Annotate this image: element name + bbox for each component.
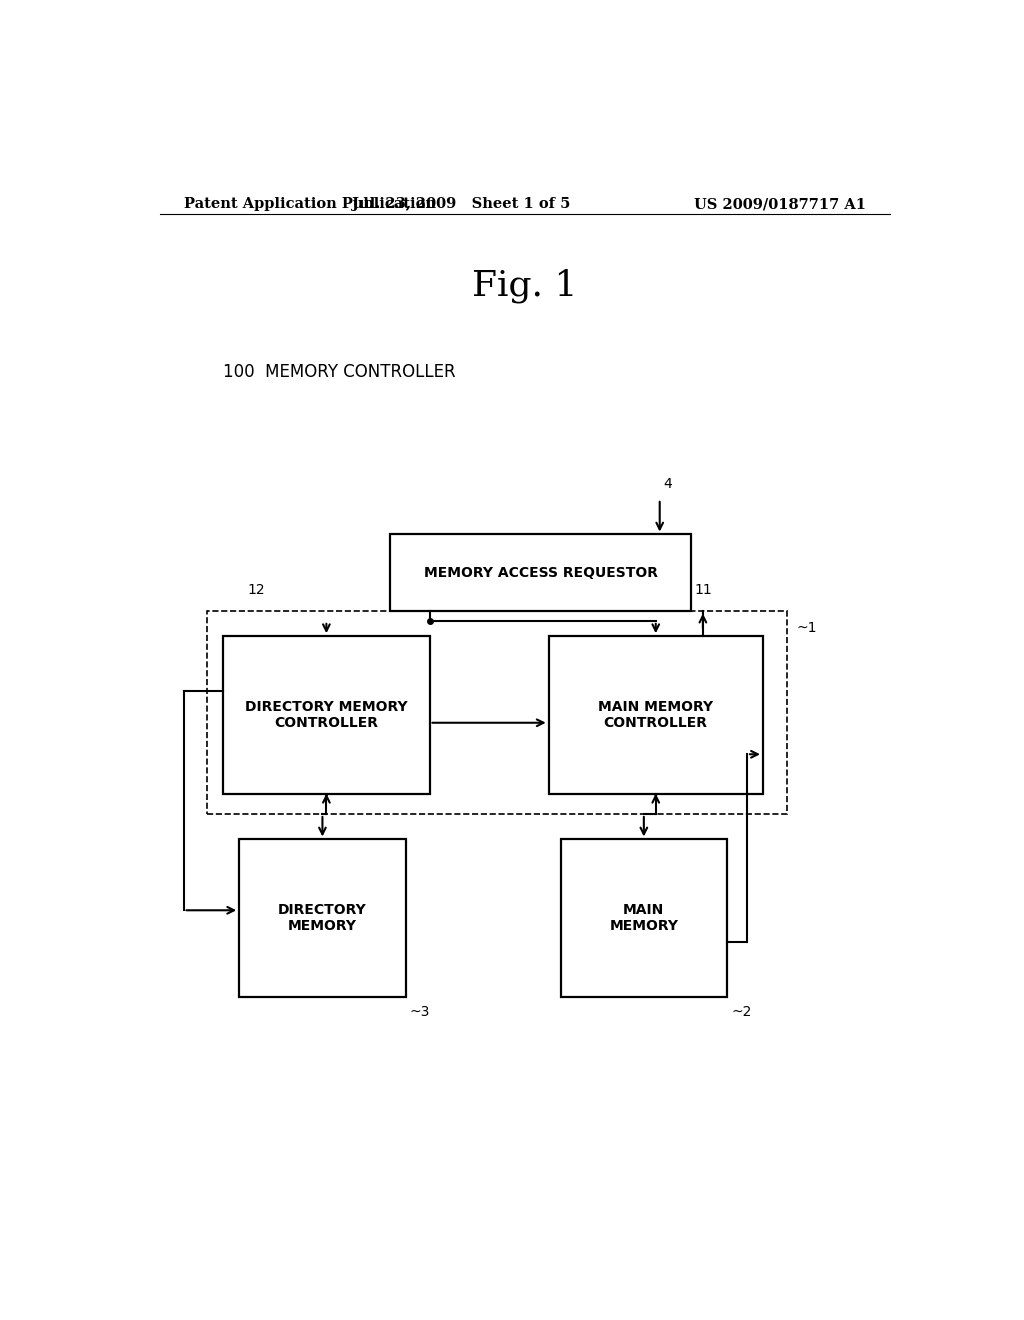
Text: 100  MEMORY CONTROLLER: 100 MEMORY CONTROLLER (223, 363, 456, 381)
Text: US 2009/0187717 A1: US 2009/0187717 A1 (694, 197, 866, 211)
Bar (223, 636, 430, 793)
Text: ~1: ~1 (797, 620, 817, 635)
Text: MAIN
MEMORY: MAIN MEMORY (609, 903, 678, 933)
Bar (549, 636, 763, 793)
Text: DIRECTORY
MEMORY: DIRECTORY MEMORY (279, 903, 367, 933)
Text: Patent Application Publication: Patent Application Publication (183, 197, 435, 211)
Bar (560, 840, 727, 997)
Text: Jul. 23, 2009   Sheet 1 of 5: Jul. 23, 2009 Sheet 1 of 5 (352, 197, 570, 211)
Text: 4: 4 (664, 477, 673, 491)
Text: MAIN MEMORY
CONTROLLER: MAIN MEMORY CONTROLLER (598, 700, 714, 730)
Text: ~2: ~2 (731, 1005, 752, 1019)
Text: DIRECTORY MEMORY
CONTROLLER: DIRECTORY MEMORY CONTROLLER (245, 700, 408, 730)
Bar (390, 535, 691, 611)
Text: 12: 12 (247, 583, 264, 598)
Text: 11: 11 (694, 583, 712, 598)
Bar (240, 840, 406, 997)
Text: MEMORY ACCESS REQUESTOR: MEMORY ACCESS REQUESTOR (424, 565, 657, 579)
Text: Fig. 1: Fig. 1 (472, 268, 578, 302)
Text: ~3: ~3 (410, 1005, 430, 1019)
Bar (207, 611, 786, 814)
